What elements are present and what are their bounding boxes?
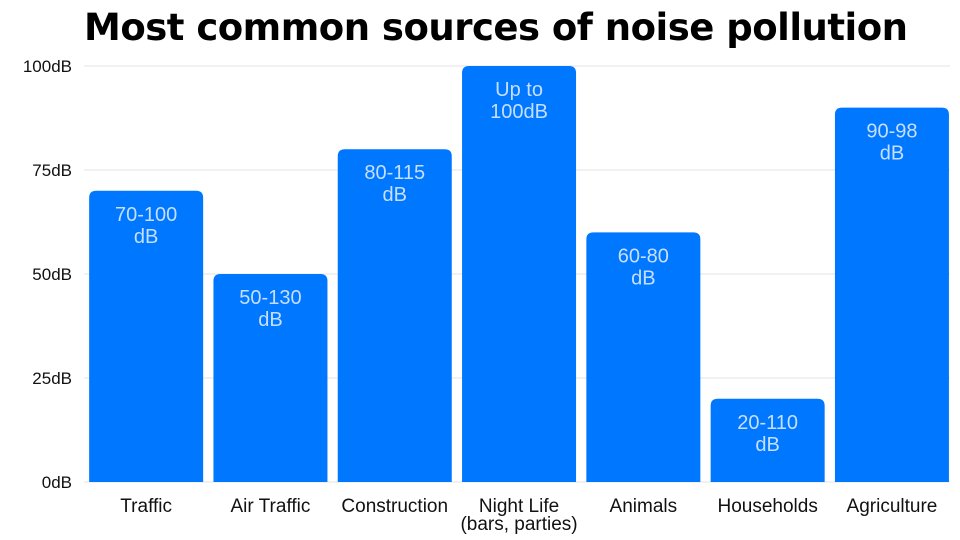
x-category-label: Construction — [341, 496, 448, 517]
bar-data-label: 20-110 — [737, 412, 798, 434]
chart-title: Most common sources of noise pollution — [84, 6, 908, 49]
bar-data-label: dB — [631, 267, 655, 289]
y-tick-label: 25dB — [32, 369, 72, 388]
bar-data-label: 100dB — [490, 101, 548, 123]
bar-data-label: dB — [258, 309, 282, 331]
bar-construction — [337, 149, 452, 482]
bar-air-traffic — [213, 274, 328, 482]
x-category-label: Air Traffic — [231, 496, 311, 517]
bar-data-label: 70-100 — [115, 204, 177, 226]
bar-households — [710, 398, 825, 482]
bar-traffic — [89, 190, 204, 483]
x-category-label: Night Life — [479, 496, 559, 517]
bar-data-label: dB — [383, 184, 407, 206]
bar-data-label: 90-98 — [866, 121, 917, 143]
x-category-label: Households — [717, 496, 817, 517]
bar-data-label: dB — [134, 226, 158, 248]
bar-animals — [586, 232, 701, 482]
x-axis-labels: Traffic Air Traffic Construction Night Life… — [120, 496, 937, 535]
x-category-label: Traffic — [120, 496, 172, 517]
bar-night-life — [462, 66, 577, 482]
x-category-label: (bars, parties) — [460, 514, 577, 535]
bar-data-label: dB — [880, 143, 904, 165]
y-axis-ticks: 0dB 25dB 50dB 75dB 100dB — [23, 57, 72, 492]
y-tick-label: 0dB — [42, 473, 72, 492]
bars — [89, 66, 949, 483]
bar-data-label: 50-130 — [239, 287, 301, 309]
bar-data-label: 80-115 — [364, 162, 425, 184]
bar-data-label: dB — [755, 434, 779, 456]
y-tick-label: 50dB — [32, 265, 72, 284]
y-tick-label: 100dB — [23, 57, 72, 76]
x-category-label: Agriculture — [847, 496, 938, 517]
bar-agriculture — [834, 107, 949, 482]
bar-data-label: Up to — [495, 79, 543, 101]
bar-data-label: 60-80 — [618, 245, 669, 267]
x-category-label: Animals — [610, 496, 678, 517]
y-tick-label: 75dB — [32, 161, 72, 180]
